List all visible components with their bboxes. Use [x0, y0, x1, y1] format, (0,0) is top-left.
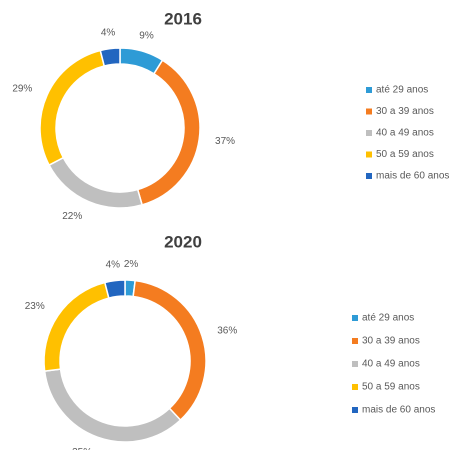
legend-swatch: [366, 173, 372, 179]
donut-segment: [132, 279, 207, 422]
legend-label: 30 a 39 anos: [376, 106, 434, 117]
donut-segment: [43, 368, 182, 443]
donut-segment: [99, 47, 121, 67]
legend-swatch: [366, 130, 372, 136]
legend-label: mais de 60 anos: [376, 171, 449, 182]
donut-segment: [103, 279, 126, 299]
legend-label: até 29 anos: [362, 313, 414, 324]
legend-label: mais de 60 anos: [362, 405, 435, 416]
legend-swatch: [366, 151, 372, 158]
data-label: 35%: [72, 447, 92, 450]
data-label: 4%: [106, 259, 121, 270]
legend-swatch: [352, 384, 358, 390]
legend-swatch: [366, 108, 372, 115]
legend-label: até 29 anos: [376, 85, 428, 96]
data-label: 9%: [139, 30, 154, 41]
legend-swatch: [352, 338, 358, 344]
data-label: 29%: [12, 84, 32, 95]
legend-label: 40 a 49 anos: [362, 359, 420, 370]
legend-swatch: [352, 315, 358, 321]
donut-segment: [43, 281, 110, 372]
data-label: 36%: [217, 326, 237, 337]
data-label: 22%: [62, 211, 82, 222]
legend-swatch: [366, 87, 372, 93]
donut-segment: [136, 59, 201, 206]
data-label: 23%: [25, 301, 45, 312]
chart-title: 2016: [164, 9, 202, 28]
donut-segment: [48, 156, 144, 209]
chart-title: 2020: [164, 232, 202, 251]
legend-label: 30 a 39 anos: [362, 336, 420, 347]
legend-label: 40 a 49 anos: [376, 128, 434, 139]
legend-label: 50 a 59 anos: [362, 382, 420, 393]
legend-label: 50 a 59 anos: [376, 149, 434, 160]
data-label: 2%: [124, 259, 139, 270]
legend-swatch: [352, 361, 358, 367]
legend-swatch: [352, 407, 358, 413]
data-label: 37%: [215, 136, 235, 147]
donut-segment: [39, 49, 106, 167]
data-label: 4%: [101, 27, 116, 38]
